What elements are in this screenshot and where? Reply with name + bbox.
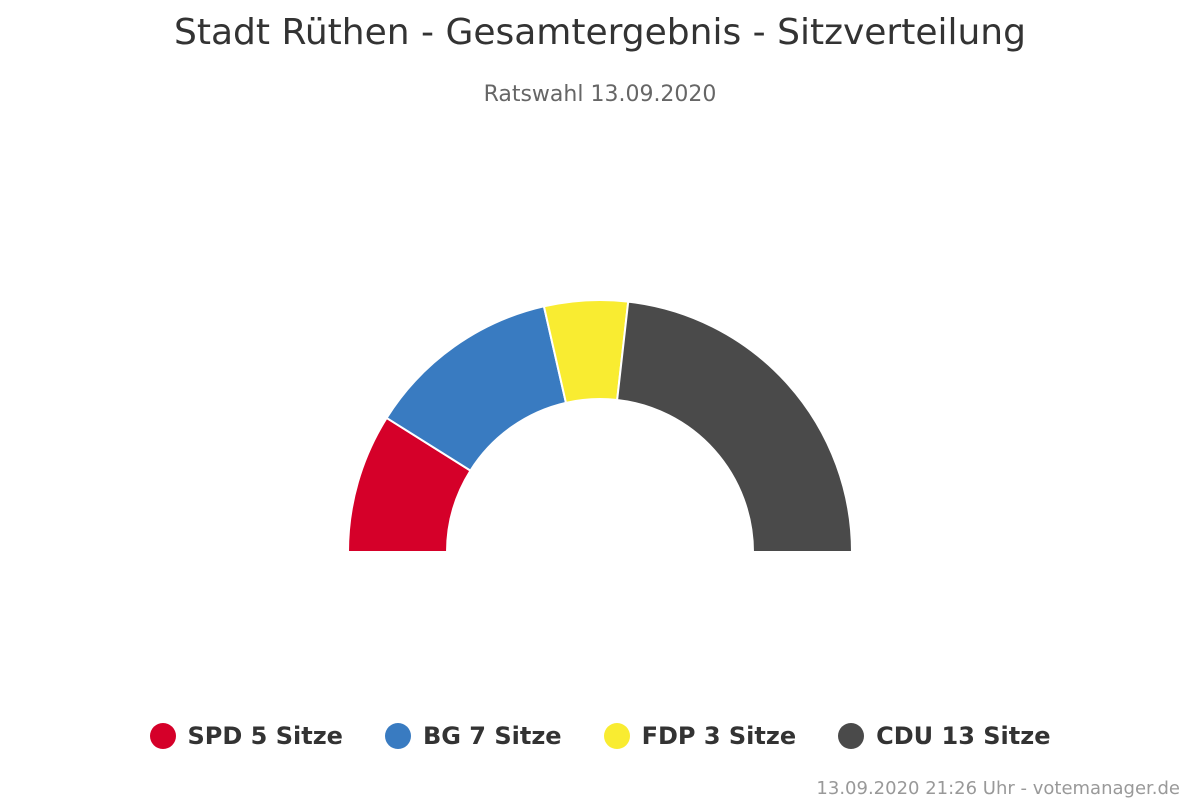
legend-dot-icon xyxy=(838,723,865,749)
chart-legend: SPD 5 Sitze BG 7 Sitze FDP 3 Sitze CDU 13 S… xyxy=(0,722,1200,750)
chart-title: Stadt Rüthen - Gesamtergebnis - Sitzvert… xyxy=(174,12,1026,53)
legend-item-cdu[interactable]: CDU 13 Sitze xyxy=(838,722,1051,750)
chart-subtitle: Ratswahl 13.09.2020 xyxy=(483,82,717,107)
credits-link[interactable]: 13.09.2020 21:26 Uhr - votemanager.de xyxy=(816,778,1180,799)
legend-dot-icon xyxy=(384,723,411,749)
legend-label: CDU 13 Sitze xyxy=(876,722,1051,750)
legend-label: BG 7 Sitze xyxy=(422,722,562,750)
legend-dot-icon xyxy=(603,723,630,749)
legend-item-fdp[interactable]: FDP 3 Sitze xyxy=(603,722,797,750)
legend-item-spd[interactable]: SPD 5 Sitze xyxy=(149,722,343,750)
chart-slices xyxy=(346,299,854,553)
slice-cdu[interactable] xyxy=(616,300,854,553)
legend-label: SPD 5 Sitze xyxy=(187,722,343,750)
legend-item-bg[interactable]: BG 7 Sitze xyxy=(384,722,562,750)
legend-label: FDP 3 Sitze xyxy=(641,722,797,750)
legend-dot-icon xyxy=(149,723,176,749)
